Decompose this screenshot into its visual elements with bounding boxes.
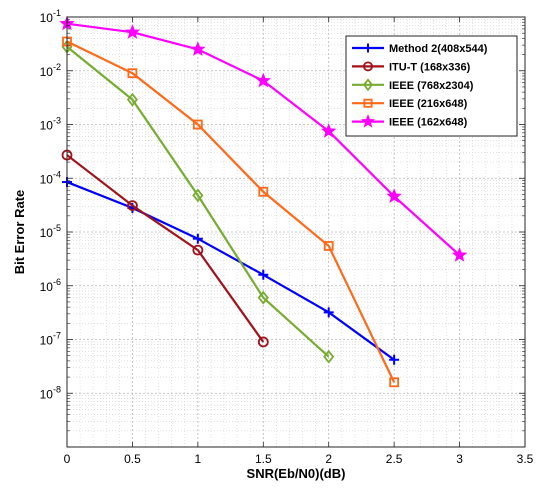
legend-marker — [360, 114, 376, 128]
x-tick-label: 2.5 — [386, 452, 403, 466]
data-point — [323, 307, 334, 318]
legend-label: IEEE (768x2304) — [389, 80, 474, 92]
x-axis-title: SNR(Eb/N0)(dB) — [247, 466, 346, 481]
legend-item: IEEE (162x648) — [352, 114, 468, 129]
axis-ticks — [66, 16, 526, 447]
data-point — [126, 92, 138, 107]
data-point — [389, 354, 400, 365]
data-point — [255, 72, 271, 88]
legend-marker — [363, 61, 373, 72]
data-point — [257, 336, 269, 348]
data-point — [323, 241, 334, 251]
data-point — [386, 188, 402, 203]
legend-label: Method 2(408x544) — [389, 43, 488, 55]
legend-marker — [363, 43, 373, 53]
legend-label: IEEE (162x648) — [389, 117, 468, 129]
data-point — [389, 377, 400, 388]
y-tick-label: 10-4 — [40, 169, 61, 186]
legend-item: Method 2(408x544) — [352, 43, 488, 55]
y-tick-label: 10-3 — [40, 116, 61, 133]
data-point — [192, 188, 204, 203]
x-tick-label: 0 — [64, 452, 71, 466]
data-point — [258, 269, 269, 280]
y-axis-title: Bit Error Rate — [12, 190, 27, 275]
y-tick-labels: 10-8 10-7 10-6 10-5 10-4 10-3 10-2 10-1 — [40, 8, 61, 401]
data-point — [451, 247, 468, 262]
data-point — [257, 290, 269, 305]
legend-item: ITU-T (168x336) — [352, 61, 471, 73]
y-tick-label: 10-2 — [40, 62, 61, 79]
data-point — [192, 233, 203, 244]
data-point — [192, 244, 204, 256]
legend-marker — [362, 78, 374, 92]
series-line — [66, 45, 330, 358]
y-tick-label: 10-5 — [40, 223, 61, 240]
x-tick-labels: 0 0.5 1 1.5 2 2.5 3 3.5 — [64, 452, 534, 466]
series-5 — [59, 15, 468, 262]
data-point — [323, 349, 335, 364]
x-tick-label: 2 — [325, 452, 332, 466]
y-tick-label: 10-1 — [40, 8, 61, 25]
data-point — [190, 41, 206, 56]
series-line — [66, 154, 265, 343]
x-tick-label: 0.5 — [124, 452, 141, 466]
y-tick-label: 10-8 — [40, 384, 61, 401]
data-point — [124, 24, 141, 39]
legend-item: IEEE (216x648) — [352, 98, 468, 110]
data-point — [321, 123, 337, 138]
legend-item: IEEE (768x2304) — [352, 78, 474, 92]
data-point — [258, 186, 269, 197]
data-point — [192, 119, 203, 130]
series-4 — [62, 36, 400, 388]
series-line — [66, 181, 395, 361]
x-tick-label: 3.5 — [517, 452, 534, 466]
series-line — [66, 40, 396, 383]
x-tick-label: 1.5 — [255, 452, 272, 466]
x-tick-label: 3 — [456, 452, 463, 466]
legend-label: ITU-T (168x336) — [389, 61, 471, 73]
x-tick-label: 1 — [195, 452, 202, 466]
y-tick-label: 10-6 — [40, 277, 61, 294]
legend-marker — [363, 98, 373, 108]
data-point — [127, 68, 138, 79]
y-tick-label: 10-7 — [40, 331, 61, 348]
data-point — [127, 200, 138, 211]
legend: Method 2(408x544) ITU-T (168x336) IEEE (76… — [345, 35, 518, 137]
legend-label: IEEE (216x648) — [389, 98, 468, 110]
